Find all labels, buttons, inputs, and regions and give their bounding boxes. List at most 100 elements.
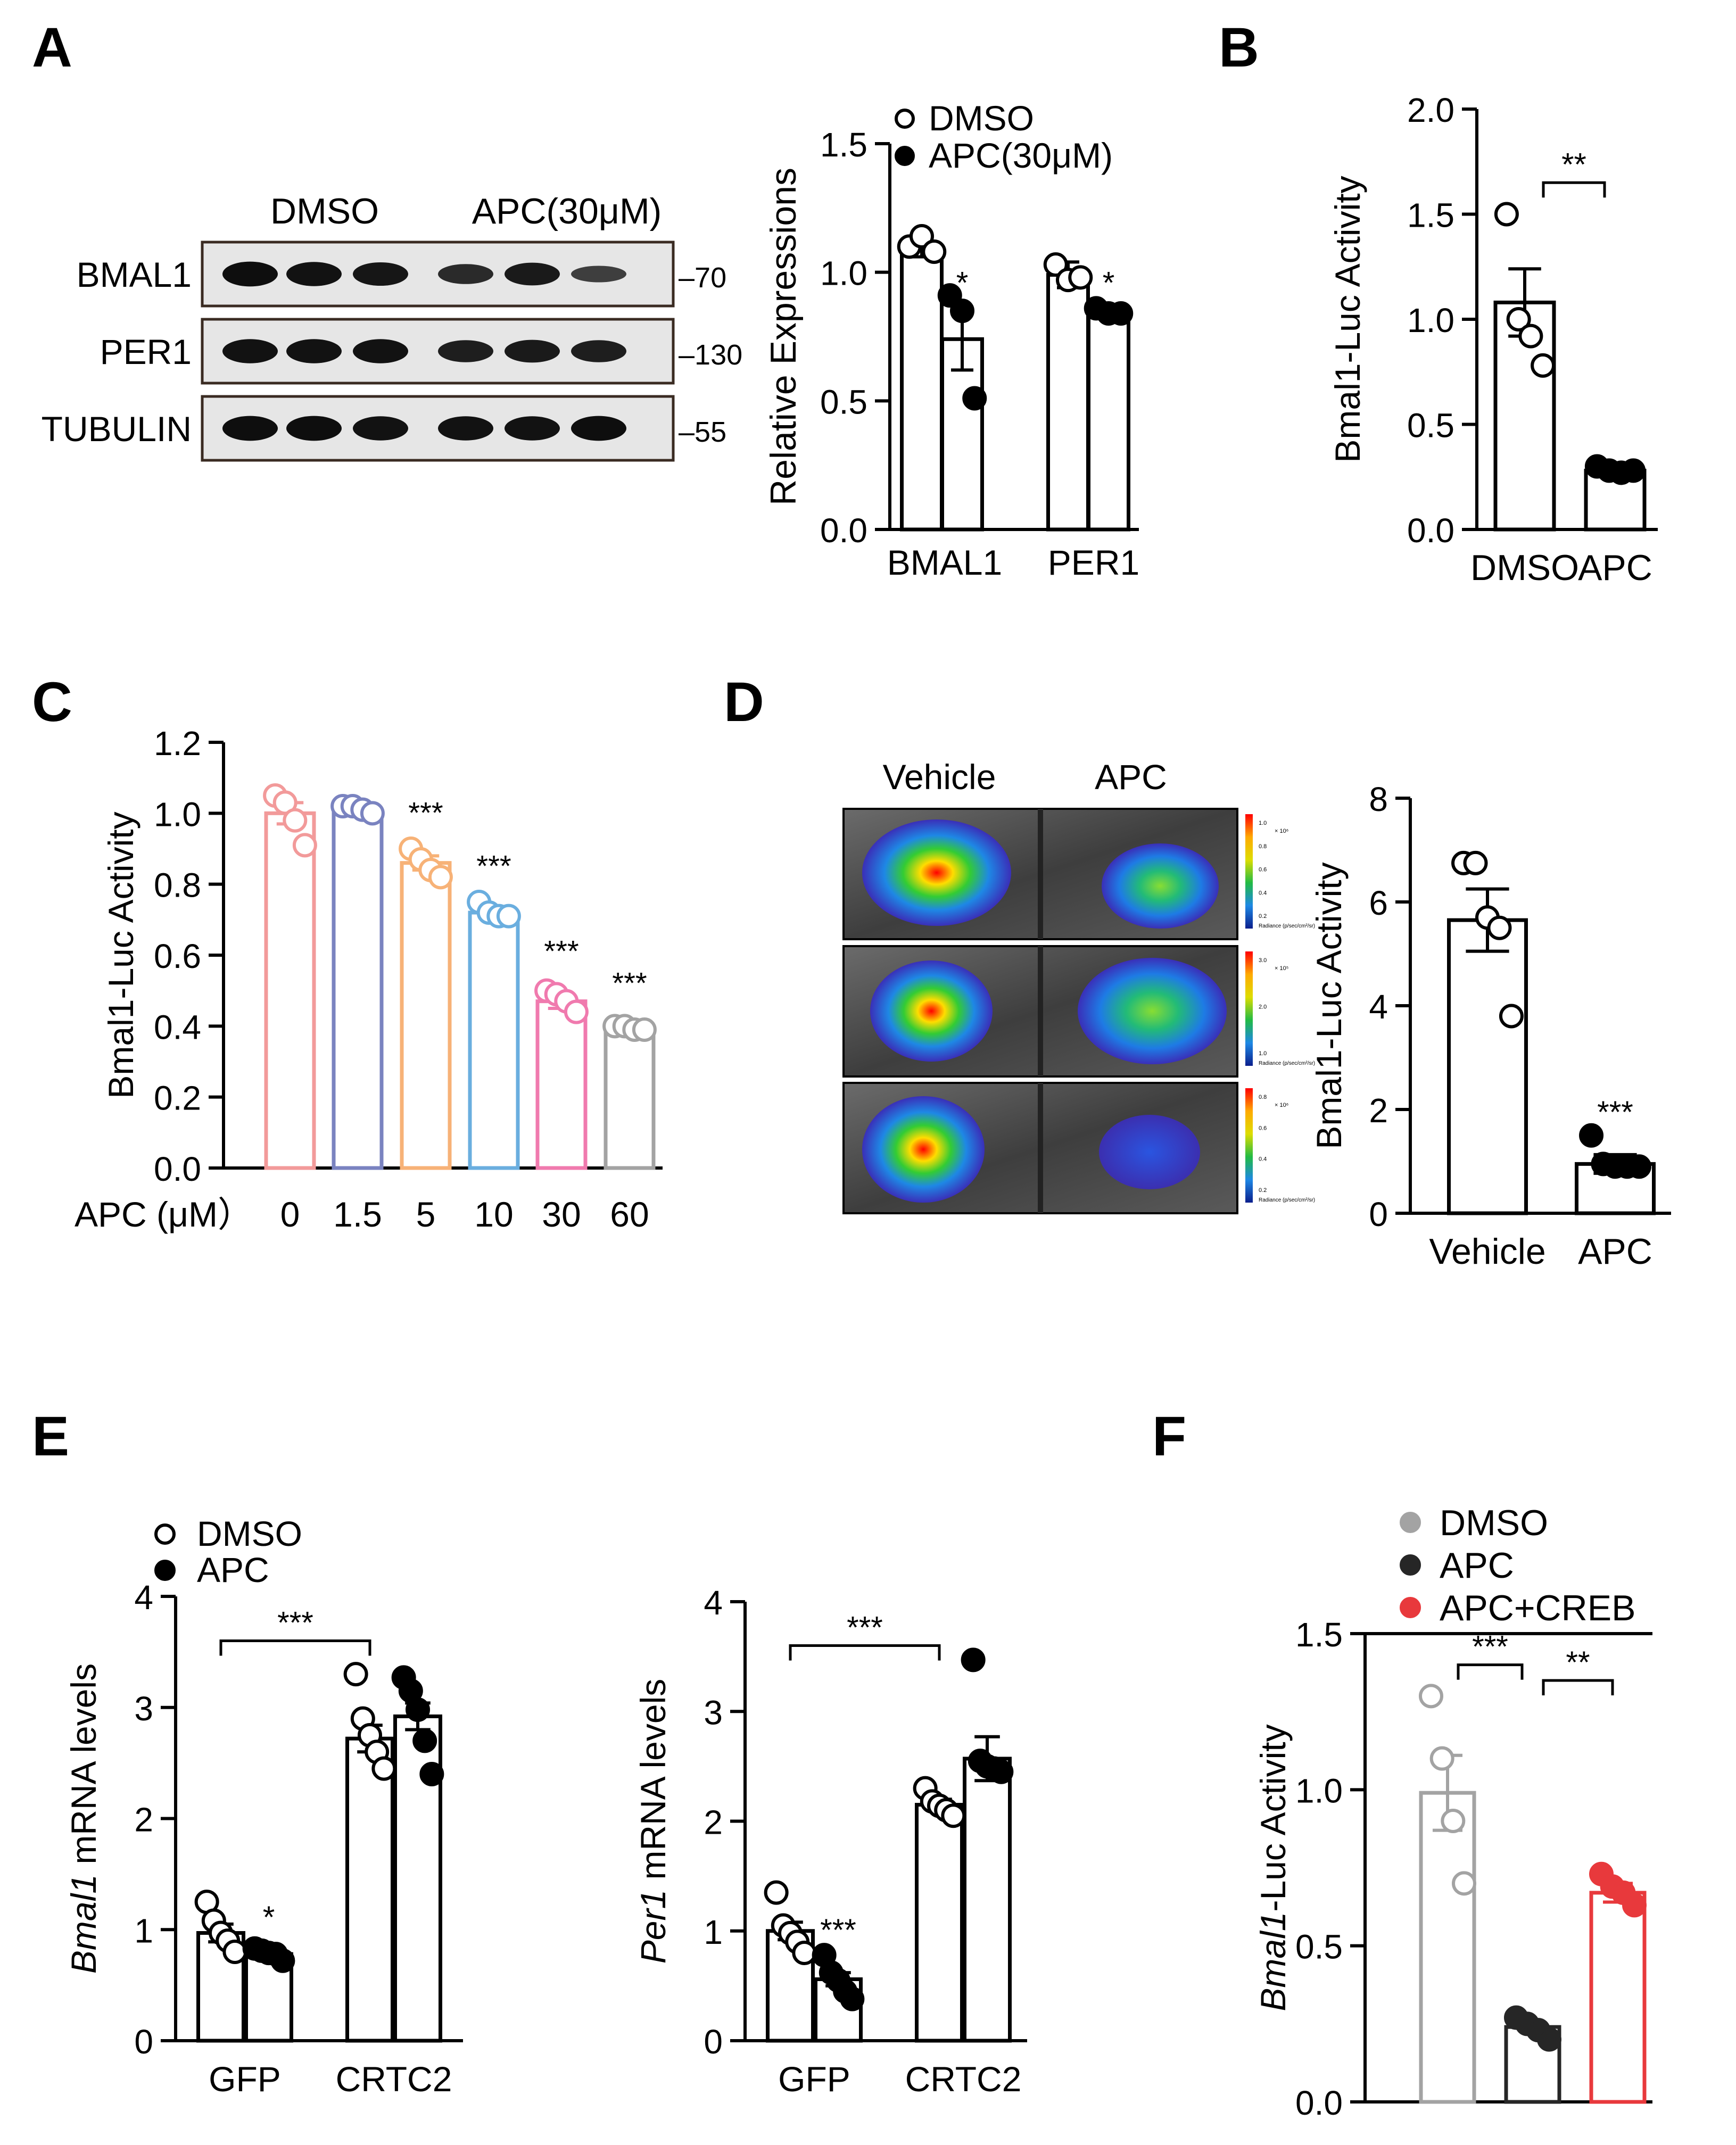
bar xyxy=(963,1757,1012,2043)
data-point xyxy=(1429,1746,1454,1771)
blot-band xyxy=(505,339,560,363)
y-tick-label: 0 xyxy=(134,2023,153,2061)
x-tick-label: 5 xyxy=(416,1195,436,1234)
data-point xyxy=(1463,850,1488,875)
blot-protein-label: TUBULIN xyxy=(42,409,192,449)
y-tick-label: 0.4 xyxy=(154,1008,201,1046)
y-axis-label: Bmal1-Luc Activity xyxy=(1309,862,1349,1149)
x-tick-label: GFP xyxy=(209,2059,281,2099)
blot-band xyxy=(353,339,408,363)
data-point xyxy=(496,904,521,929)
colorbar-title: Radiance (p/sec/cm²/sr) xyxy=(1259,1061,1315,1066)
y-tick-label: 0.0 xyxy=(154,1150,201,1188)
colorbar-tick-label: 1.0 xyxy=(1259,820,1267,826)
blot-band xyxy=(571,340,626,362)
data-point xyxy=(922,239,947,264)
x-tick-label: BMAL1 xyxy=(887,543,1002,582)
x-tick-label: APC xyxy=(1578,548,1652,588)
data-point xyxy=(989,1759,1014,1784)
colorbar xyxy=(1245,1088,1253,1203)
bar xyxy=(1419,1791,1476,2104)
data-point xyxy=(1506,307,1531,332)
blot-band xyxy=(505,262,560,286)
bar xyxy=(264,811,316,1170)
y-axis-label: Bmal1-Luc Activity xyxy=(1253,1724,1293,2011)
legend-marker xyxy=(895,109,915,129)
data-point xyxy=(1626,1154,1651,1179)
data-point xyxy=(1487,915,1512,940)
significance-bracket xyxy=(1542,181,1606,198)
data-point xyxy=(1043,252,1068,277)
data-point xyxy=(419,1762,444,1786)
colorbar-tick-label: 0.6 xyxy=(1259,1125,1267,1131)
significance-label: ** xyxy=(1566,1645,1590,1680)
imaging-row: 1.0 0.8 0.6 0.4 0.2 × 10⁶ Radiance (p/sec/cm²/… xyxy=(842,808,1315,940)
panel-d-bar-chart: 0 2 4 6 8 Bmal1-Luc Activity *** Vehicle APC xyxy=(1309,780,1671,1272)
x-tick-label: Vehicle xyxy=(1429,1231,1545,1272)
bar xyxy=(468,910,520,1170)
x-tick-label: 30 xyxy=(542,1195,581,1234)
y-axis-label: Relative Expressions xyxy=(763,168,804,506)
blot-band xyxy=(438,264,493,284)
y-axis-label-italic: Bmal1 xyxy=(64,1874,103,1974)
significance-label: * xyxy=(1103,266,1115,300)
blot-protein-label: BMAL1 xyxy=(77,255,192,294)
colorbar-title: Radiance (p/sec/cm²/sr) xyxy=(1259,923,1315,929)
blot-row-tubulin: TUBULIN –55 xyxy=(42,395,726,462)
data-point xyxy=(222,1940,247,1964)
x-tick-label: 0 xyxy=(280,1195,300,1234)
x-tick-label: CRTC2 xyxy=(905,2059,1022,2099)
colorbar-tick-label: 0.4 xyxy=(1259,1156,1267,1163)
blot-marker-label: –130 xyxy=(679,339,742,371)
bioluminescence-panel: Vehicle APC 1.0 0.8 0.6 0.4 0.2 × 10⁶ Radiance (… xyxy=(842,757,1315,1214)
data-point xyxy=(1109,301,1134,326)
x-axis-label: APC (μM） xyxy=(75,1195,253,1234)
panel-letter-E: E xyxy=(32,1405,69,1468)
y-tick-label: 2.0 xyxy=(1407,91,1454,129)
colorbar-tick-label: 0.8 xyxy=(1259,1094,1267,1100)
y-tick-label: 1.2 xyxy=(154,724,201,763)
y-tick-label: 4 xyxy=(1369,988,1388,1026)
imaging-row: 0.8 0.6 0.4 0.2 × 10⁶ Radiance (p/sec/cm²/sr) xyxy=(842,1082,1315,1214)
y-tick-label: 0 xyxy=(1369,1195,1388,1233)
y-axis-label-italic: Per1 xyxy=(633,1890,673,1964)
y-tick-label: 0.5 xyxy=(820,383,867,421)
data-point xyxy=(764,1880,789,1905)
y-tick-label: 1.0 xyxy=(154,795,201,833)
y-tick-label: 8 xyxy=(1369,780,1388,818)
legend-marker xyxy=(154,1523,176,1545)
blot-band xyxy=(571,416,626,441)
blot-marker-label: –55 xyxy=(679,416,726,448)
significance-label: * xyxy=(956,266,969,300)
legend-label: DMSO xyxy=(929,98,1034,138)
significance-label: ** xyxy=(1561,146,1586,182)
legend-label: APC xyxy=(197,1550,269,1589)
significance-bracket xyxy=(1457,1663,1524,1680)
data-point xyxy=(1068,265,1093,290)
legend-label: APC(30μM) xyxy=(929,136,1113,175)
significance-bracket xyxy=(789,1644,941,1661)
data-point xyxy=(406,1697,430,1722)
luminescence-signal xyxy=(1078,958,1227,1064)
colorbar xyxy=(1245,951,1253,1066)
data-point xyxy=(937,283,962,308)
x-tick-label: CRTC2 xyxy=(336,2059,452,2099)
bar xyxy=(1046,273,1090,532)
y-axis-label: Bmal1-Luc Activity xyxy=(1328,176,1367,462)
data-point xyxy=(1621,458,1646,483)
blot-row-bmal1: BMAL1 –70 xyxy=(77,241,726,308)
colorbar-title: Radiance (p/sec/cm²/sr) xyxy=(1259,1197,1315,1203)
bar xyxy=(332,808,384,1170)
significance-bracket xyxy=(1542,1679,1614,1695)
data-point xyxy=(1537,2027,1561,2052)
colorbar-tick-label: 0.6 xyxy=(1259,867,1267,873)
significance-label: *** xyxy=(476,849,511,882)
y-tick-label: 2 xyxy=(704,1803,723,1842)
data-point xyxy=(961,1647,986,1672)
bar xyxy=(400,861,452,1170)
legend-marker xyxy=(154,1560,176,1581)
blot-group-label: APC(30μM) xyxy=(472,191,662,231)
blot-band xyxy=(353,416,408,441)
